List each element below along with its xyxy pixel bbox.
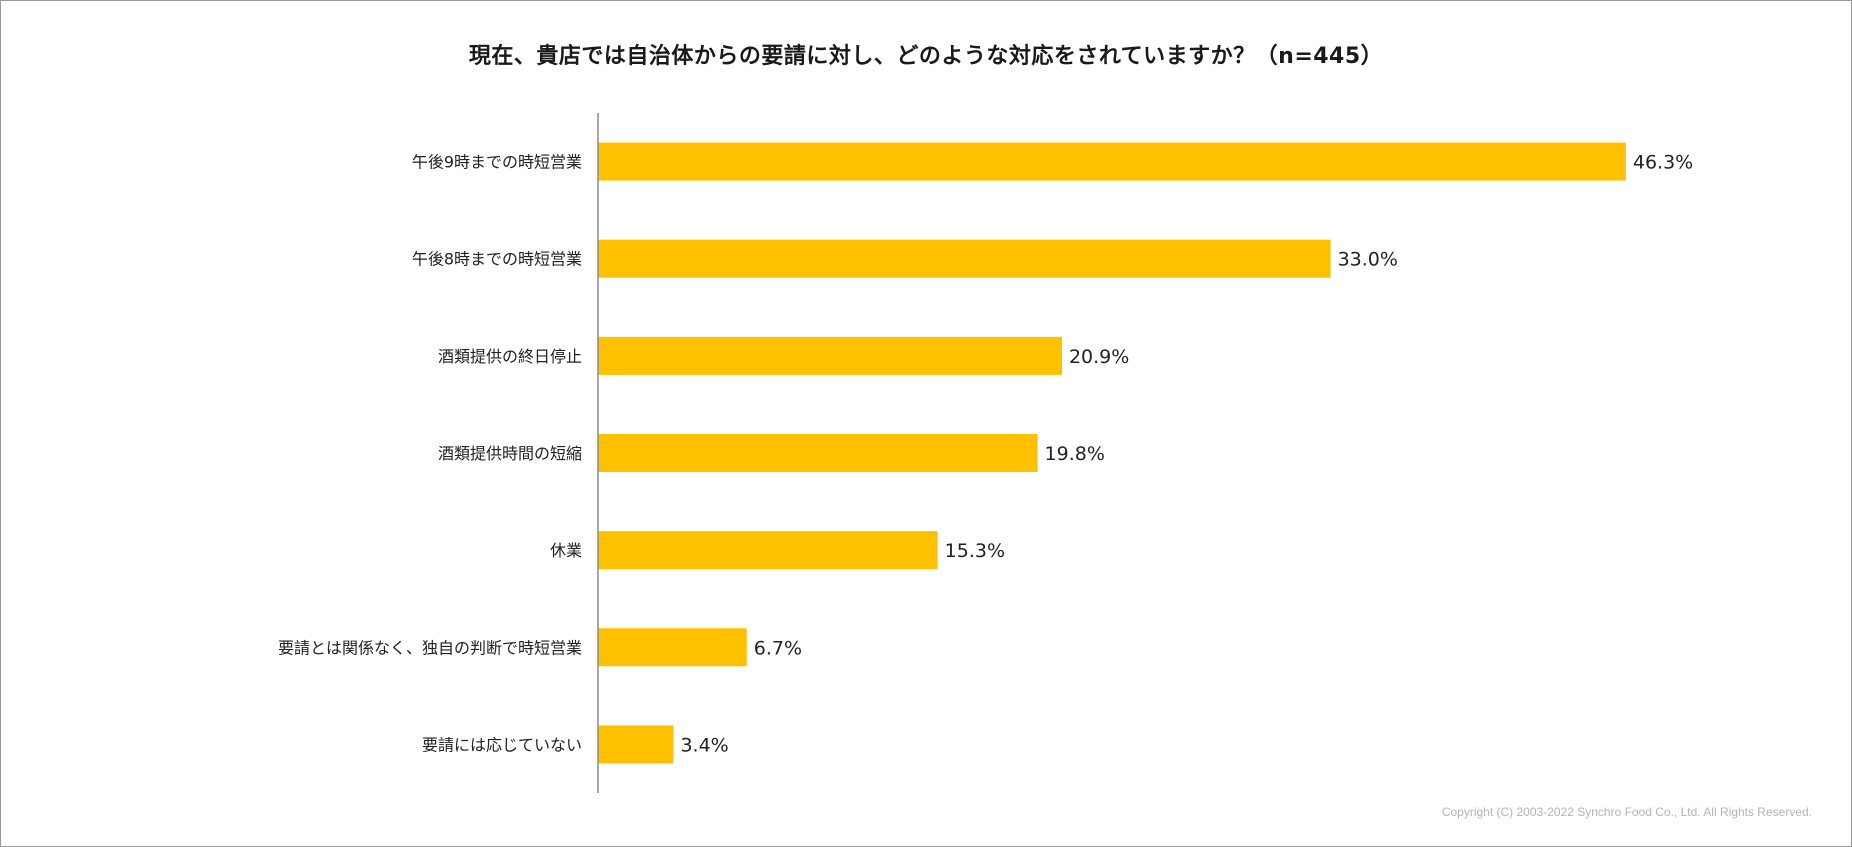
category-label: 午後9時までの時短営業 — [412, 153, 582, 172]
bar-3 — [598, 336, 1062, 375]
bar-6 — [598, 628, 747, 667]
category-label: 要請には応じていない — [422, 735, 582, 754]
bar-2 — [598, 239, 1331, 278]
bar-4 — [598, 434, 1038, 472]
value-label: 19.8% — [1045, 443, 1105, 465]
category-label: 酒類提供の終日停止 — [438, 347, 582, 366]
category-label: 酒類提供時間の短縮 — [438, 444, 582, 463]
copyright-notice: Copyright (C) 2003-2022 Synchro Food Co.… — [1441, 805, 1812, 819]
value-label: 46.3% — [1633, 152, 1693, 174]
bar-7 — [598, 725, 674, 764]
value-label: 3.4% — [680, 734, 728, 756]
value-label: 20.9% — [1069, 346, 1129, 368]
value-label: 33.0% — [1338, 249, 1398, 271]
category-label: 要請とは関係なく、独自の判断で時短営業 — [278, 638, 582, 657]
bar-1 — [598, 142, 1626, 181]
value-label: 6.7% — [754, 637, 802, 659]
chart-title: 現在、貴店では自治体からの要請に対し、どのような対応をされていますか？（n=44… — [468, 44, 1384, 69]
category-label: 午後8時までの時短営業 — [412, 250, 582, 269]
bar-5 — [598, 531, 938, 570]
value-label: 15.3% — [945, 540, 1005, 562]
category-label: 休業 — [550, 541, 582, 560]
